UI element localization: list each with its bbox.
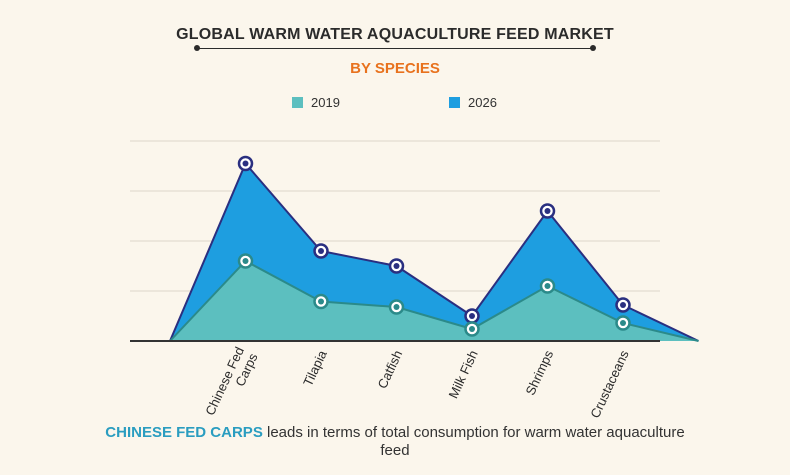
divider-dot-left — [194, 45, 200, 51]
legend-item-2026: 2026 — [449, 95, 497, 110]
data-point-core-2026 — [544, 208, 551, 214]
caption-text: leads in terms of total consumption for … — [262, 424, 685, 459]
chart-title: GLOBAL WARM WATER AQUACULTURE FEED MARKE… — [176, 26, 614, 43]
legend-swatch — [292, 97, 303, 108]
series-line-2026 — [169, 161, 699, 342]
x-tick-label: Chinese FedCarps — [202, 344, 261, 424]
data-point-core-2019 — [393, 304, 400, 310]
x-tick-label: Milk Fish — [445, 348, 480, 401]
title-divider — [197, 48, 593, 49]
x-tick-label: Catfish — [375, 348, 406, 391]
legend-label: 2019 — [311, 95, 340, 110]
data-point-core-2019 — [620, 320, 626, 326]
chart-subtitle: BY SPECIES — [350, 60, 440, 77]
caption-highlight: CHINESE FED CARPS — [105, 424, 263, 441]
data-point-core-2026 — [469, 313, 475, 319]
divider-dot-right — [590, 45, 596, 51]
x-tick-label: Crustaceans — [587, 347, 632, 420]
data-point-core-2019 — [242, 258, 249, 264]
data-point-core-2026 — [242, 160, 249, 167]
data-point-core-2026 — [318, 248, 324, 254]
data-point-core-2019 — [544, 283, 551, 289]
legend-label: 2026 — [468, 95, 497, 110]
series-line-2019 — [169, 259, 699, 342]
legend-swatch — [449, 97, 460, 108]
legend-item-2019: 2019 — [292, 95, 340, 110]
data-point-core-2019 — [318, 298, 324, 305]
data-point-core-2026 — [393, 263, 400, 269]
chart-caption: CHINESE FED CARPS leads in terms of tota… — [100, 424, 690, 460]
x-tick-label: Shrimps — [522, 347, 556, 397]
series-area-2019 — [170, 261, 699, 341]
x-tick-label: Tilapia — [300, 347, 330, 388]
data-point-core-2026 — [620, 302, 626, 308]
data-point-core-2019 — [469, 326, 475, 332]
